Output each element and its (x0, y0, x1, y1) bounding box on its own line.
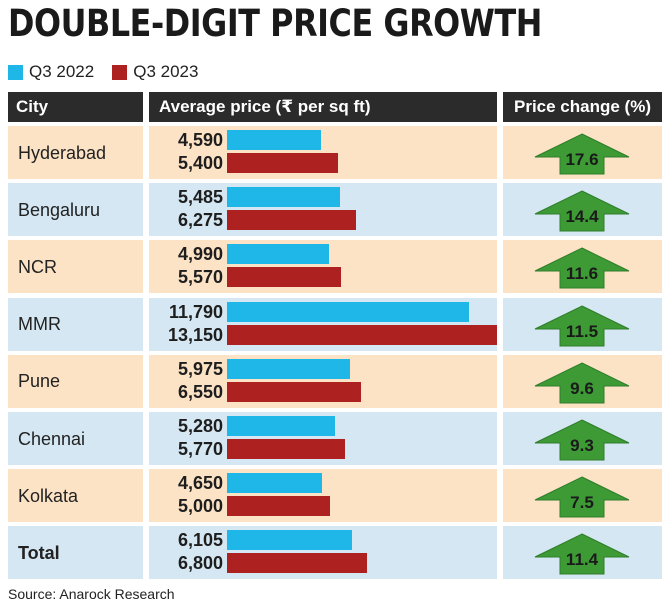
bar-kolkata-q3-2023 (227, 496, 330, 517)
price-change-label-mmr: 11.5 (565, 321, 599, 341)
up-arrow-shape-pune (534, 362, 630, 404)
city-cell-chennai (8, 412, 143, 465)
value-label-hyderabad-q3-2022: 4,590 (177, 130, 223, 150)
bar-total-q3-2022 (227, 530, 353, 551)
price-change-label-ncr: 11.6 (565, 264, 599, 284)
up-arrow-icon-hyderabad (534, 133, 630, 175)
header-price-change: Price change (%) (503, 92, 662, 122)
value-label-bengaluru-q3-2023: 6,275 (177, 210, 223, 231)
chart-title: DOUBLE-DIGIT PRICE GROWTH (8, 2, 542, 45)
value-label-mmr-q3-2022: 11,790 (168, 301, 223, 322)
legend-item-q3-2023: Q3 2023 (112, 62, 198, 82)
city-label-hyderabad: Hyderabad (18, 142, 107, 163)
price-change-label-hyderabad: 17.6 (565, 150, 599, 169)
legend-item-q3-2022: Q3 2022 (8, 62, 94, 82)
city-label-bengaluru: Bengaluru (18, 199, 101, 220)
bar-pune-q3-2022 (227, 358, 350, 379)
price-change-label-bengaluru: 14.4 (565, 207, 599, 227)
price-change-label-chennai: 9.3 (570, 436, 594, 455)
city-cell-mmr (8, 297, 143, 351)
header-average-price: Average price (₹ per sq ft) (149, 92, 497, 122)
city-cell-kolkata (8, 469, 143, 523)
legend-swatch-q3-2022 (8, 64, 23, 80)
bar-mmr-q3-2022 (227, 301, 470, 322)
value-label-chennai-q3-2023: 5,770 (177, 439, 223, 459)
value-label-pune-q3-2023: 6,550 (177, 381, 223, 402)
bar-hyderabad-q3-2022 (227, 130, 322, 150)
price-change-label-pune: 9.6 (570, 378, 594, 398)
bar-pune-q3-2023 (227, 381, 362, 402)
up-arrow-shape-bengaluru (534, 190, 630, 232)
header-city: City (8, 92, 143, 122)
legend-swatch-q3-2023 (112, 64, 128, 80)
city-cell-bengaluru (8, 183, 143, 237)
up-arrow-icon-kolkata (534, 476, 630, 518)
value-label-ncr-q3-2023: 5,570 (177, 267, 223, 288)
value-label-kolkata-q3-2022: 4,650 (177, 473, 223, 494)
value-label-hyderabad-q3-2023: 5,400 (177, 153, 223, 173)
bar-kolkata-q3-2022 (227, 473, 323, 494)
up-arrow-icon-total (534, 533, 630, 575)
city-cell-total (8, 526, 143, 580)
up-arrow-icon-bengaluru (534, 190, 630, 232)
bar-bengaluru-q3-2023 (227, 210, 356, 231)
up-arrow-shape-chennai (534, 419, 630, 461)
city-label-pune: Pune (18, 371, 61, 392)
up-arrow-icon-mmr (534, 305, 630, 347)
city-cell-pune (8, 354, 143, 408)
value-label-ncr-q3-2022: 4,990 (177, 244, 223, 265)
bar-ncr-q3-2023 (227, 267, 342, 288)
up-arrow-shape-hyderabad (534, 133, 630, 175)
value-label-bengaluru-q3-2022: 5,485 (177, 187, 223, 208)
city-cell-hyderabad (8, 126, 143, 179)
bar-mmr-q3-2023 (227, 324, 497, 345)
up-arrow-icon-pune (534, 362, 630, 404)
source-note: Source: Anarock Research (8, 586, 175, 602)
value-label-total-q3-2022: 6,105 (177, 530, 223, 551)
bar-bengaluru-q3-2022 (227, 187, 340, 208)
city-cell-ncr (8, 240, 143, 294)
bar-total-q3-2023 (227, 553, 367, 574)
up-arrow-icon-ncr (534, 247, 630, 289)
up-arrow-shape-kolkata (534, 476, 630, 518)
legend-label-q3-2022: Q3 2022 (29, 62, 95, 81)
bar-hyderabad-q3-2023 (227, 153, 338, 173)
bar-ncr-q3-2022 (227, 244, 330, 265)
legend-label-q3-2023: Q3 2023 (133, 62, 199, 81)
legend: Q3 2022 Q3 2023 (8, 62, 216, 82)
price-change-label-kolkata: 7.5 (570, 493, 594, 513)
value-label-mmr-q3-2023: 13,150 (167, 324, 223, 345)
value-label-chennai-q3-2022: 5,280 (177, 416, 223, 436)
up-arrow-shape-ncr (534, 247, 630, 289)
city-label-total: Total (18, 542, 60, 563)
value-label-kolkata-q3-2023: 5,000 (177, 496, 223, 517)
price-change-label-total: 11.4 (565, 550, 599, 570)
city-label-mmr: MMR (18, 314, 61, 335)
up-arrow-shape-mmr (534, 305, 630, 347)
city-label-kolkata: Kolkata (18, 485, 79, 506)
city-label-ncr: NCR (18, 256, 57, 277)
bar-chennai-q3-2023 (227, 439, 346, 459)
value-label-total-q3-2023: 6,800 (177, 553, 223, 574)
bar-chennai-q3-2022 (227, 416, 336, 436)
value-label-pune-q3-2022: 5,975 (177, 358, 223, 379)
up-arrow-icon-chennai (534, 419, 630, 461)
city-label-chennai: Chennai (18, 428, 86, 449)
up-arrow-shape-total (534, 533, 630, 575)
